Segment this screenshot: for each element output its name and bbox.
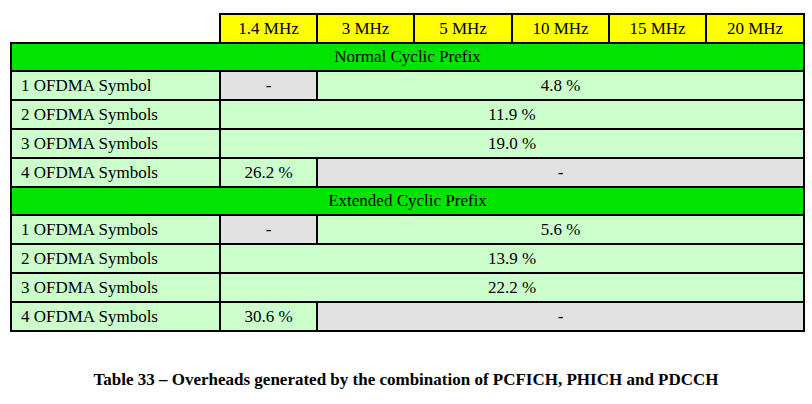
table-row: 1 OFDMA Symbols - 5.6 % — [11, 215, 804, 244]
row-label: 3 OFDMA Symbols — [11, 129, 220, 158]
value-cell: 5.6 % — [317, 215, 804, 244]
overhead-table: 1.4 MHz 3 MHz 5 MHz 10 MHz 15 MHz 20 MHz… — [10, 13, 805, 332]
corner-cell — [11, 14, 220, 43]
column-header-5mhz: 5 MHz — [414, 14, 512, 43]
section-header-normal-cp: Normal Cyclic Prefix — [11, 43, 804, 71]
value-cell: 11.9 % — [220, 100, 804, 129]
row-label: 3 OFDMA Symbols — [11, 273, 220, 302]
column-header-3mhz: 3 MHz — [317, 14, 414, 43]
na-cell: - — [220, 71, 317, 100]
overhead-table-wrapper: 1.4 MHz 3 MHz 5 MHz 10 MHz 15 MHz 20 MHz… — [10, 13, 805, 332]
table-row: 2 OFDMA Symbols 13.9 % — [11, 244, 804, 273]
row-label: 1 OFDMA Symbol — [11, 71, 220, 100]
row-label: 1 OFDMA Symbols — [11, 215, 220, 244]
table-row: 2 OFDMA Symbols 11.9 % — [11, 100, 804, 129]
column-header-10mhz: 10 MHz — [512, 14, 609, 43]
row-label: 2 OFDMA Symbols — [11, 244, 220, 273]
section-title: Extended Cyclic Prefix — [11, 187, 804, 215]
na-cell: - — [317, 158, 804, 187]
value-cell: 30.6 % — [220, 302, 317, 331]
table-row: 1 OFDMA Symbol - 4.8 % — [11, 71, 804, 100]
na-cell: - — [220, 215, 317, 244]
table-row: 4 OFDMA Symbols 26.2 % - — [11, 158, 804, 187]
value-cell: 22.2 % — [220, 273, 804, 302]
bandwidth-header-row: 1.4 MHz 3 MHz 5 MHz 10 MHz 15 MHz 20 MHz — [11, 14, 804, 43]
table-row: 3 OFDMA Symbols 19.0 % — [11, 129, 804, 158]
value-cell: 19.0 % — [220, 129, 804, 158]
table-row: 4 OFDMA Symbols 30.6 % - — [11, 302, 804, 331]
na-cell: - — [317, 302, 804, 331]
value-cell: 26.2 % — [220, 158, 317, 187]
row-label: 2 OFDMA Symbols — [11, 100, 220, 129]
table-caption: Table 33 – Overheads generated by the co… — [0, 370, 812, 390]
column-header-20mhz: 20 MHz — [706, 14, 804, 43]
column-header-1-4mhz: 1.4 MHz — [220, 14, 317, 43]
document-page: 1.4 MHz 3 MHz 5 MHz 10 MHz 15 MHz 20 MHz… — [0, 0, 812, 404]
value-cell: 13.9 % — [220, 244, 804, 273]
section-header-extended-cp: Extended Cyclic Prefix — [11, 187, 804, 215]
row-label: 4 OFDMA Symbols — [11, 158, 220, 187]
section-title: Normal Cyclic Prefix — [11, 43, 804, 71]
table-row: 3 OFDMA Symbols 22.2 % — [11, 273, 804, 302]
row-label: 4 OFDMA Symbols — [11, 302, 220, 331]
column-header-15mhz: 15 MHz — [609, 14, 706, 43]
value-cell: 4.8 % — [317, 71, 804, 100]
